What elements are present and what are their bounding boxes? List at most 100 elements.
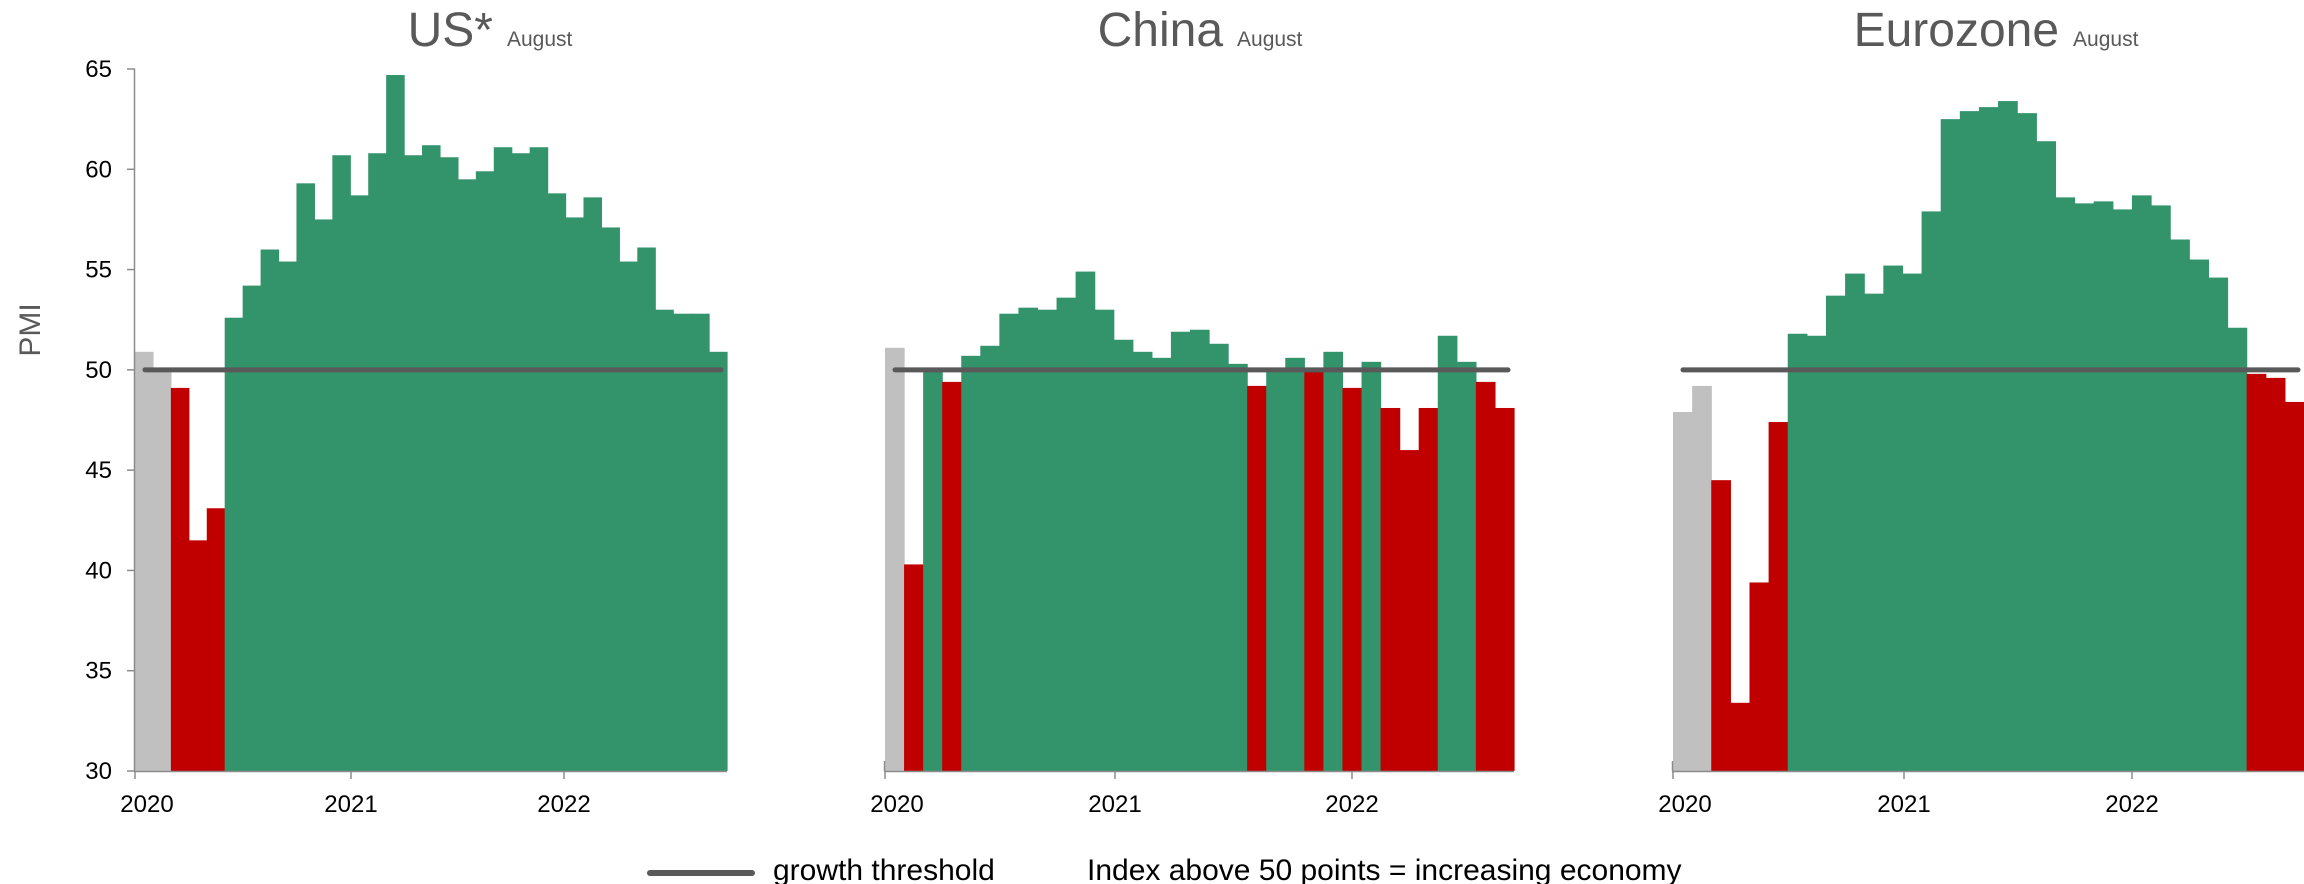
bar-1-33 bbox=[709, 351, 728, 771]
bar-1-4 bbox=[188, 540, 208, 771]
bar-1-6 bbox=[224, 317, 244, 771]
x-tick-label-1-2021: 2021 bbox=[324, 791, 377, 818]
bar-1-8 bbox=[260, 249, 280, 771]
bar-2-12 bbox=[1094, 309, 1115, 771]
bar-1-10 bbox=[296, 183, 315, 771]
bar-1-18 bbox=[439, 157, 459, 771]
y-tick-label-65: 65 bbox=[85, 56, 112, 83]
y-axis-label: PMI bbox=[14, 303, 47, 356]
bar-3-31 bbox=[2246, 373, 2267, 771]
y-tick-label-35: 35 bbox=[85, 658, 112, 685]
bar-1-12 bbox=[332, 155, 351, 771]
bar-1-17 bbox=[422, 145, 441, 772]
chart-panel-2: 2020 2021 2022 China August bbox=[870, 4, 1515, 818]
chart-title-text-2: China bbox=[1098, 4, 1224, 57]
bar-2-2 bbox=[904, 564, 924, 771]
bar-2-23 bbox=[1304, 371, 1324, 771]
bar-3-32 bbox=[2265, 377, 2286, 771]
bar-3-29 bbox=[2208, 277, 2229, 771]
bar-3-1 bbox=[1673, 411, 1693, 771]
bar-1-27 bbox=[601, 227, 620, 771]
bar-3-21 bbox=[2055, 197, 2076, 771]
bar-3-22 bbox=[2074, 203, 2095, 771]
bar-2-26 bbox=[1361, 361, 1382, 771]
bar-2-27 bbox=[1380, 407, 1401, 771]
bar-2-21 bbox=[1266, 369, 1286, 771]
x-tick-label-2-2020: 2020 bbox=[870, 791, 923, 818]
bar-2-28 bbox=[1399, 450, 1420, 771]
bar-1-5 bbox=[206, 508, 226, 771]
chart-subtitle-1: August bbox=[507, 28, 573, 51]
bar-2-13 bbox=[1113, 339, 1134, 771]
bar-1-1 bbox=[135, 351, 154, 771]
bar-3-33 bbox=[2284, 401, 2304, 771]
x-tick-label-2-2021: 2021 bbox=[1088, 791, 1141, 818]
bar-3-9 bbox=[1825, 295, 1846, 771]
chart-subtitle-2: August bbox=[1237, 28, 1303, 51]
bar-1-20 bbox=[475, 171, 495, 772]
bar-3-23 bbox=[2093, 201, 2114, 771]
bar-3-16 bbox=[1959, 111, 1980, 772]
bar-3-11 bbox=[1864, 293, 1884, 771]
bar-3-12 bbox=[1883, 265, 1904, 771]
bar-1-25 bbox=[565, 217, 585, 772]
bar-2-20 bbox=[1247, 385, 1267, 771]
bar-3-25 bbox=[2131, 195, 2152, 772]
bar-3-27 bbox=[2170, 239, 2190, 772]
x-tick-label-2-2022: 2022 bbox=[1325, 791, 1378, 818]
bar-2-11 bbox=[1075, 271, 1096, 771]
bar-1-29 bbox=[637, 247, 656, 771]
chart-title-1: US* August bbox=[408, 4, 573, 57]
bar-3-28 bbox=[2189, 259, 2209, 771]
y-tick-label-45: 45 bbox=[85, 457, 112, 484]
bar-1-15 bbox=[386, 75, 405, 771]
bar-2-25 bbox=[1342, 387, 1363, 771]
chart-title-3: Eurozone August bbox=[1854, 4, 2139, 57]
x-tick-label-3-2022: 2022 bbox=[2105, 791, 2158, 818]
bar-2-15 bbox=[1151, 357, 1172, 771]
bar-2-14 bbox=[1132, 351, 1153, 771]
bar-1-28 bbox=[619, 261, 638, 771]
bar-1-9 bbox=[278, 261, 298, 771]
x-tick-label-3-2021: 2021 bbox=[1877, 791, 1930, 818]
bar-1-13 bbox=[350, 195, 369, 772]
chart-title-text-3: Eurozone bbox=[1854, 4, 2059, 57]
bar-2-8 bbox=[1018, 307, 1039, 771]
bar-2-6 bbox=[980, 345, 1000, 771]
bar-1-31 bbox=[673, 313, 692, 771]
chart-subtitle-3: August bbox=[2073, 28, 2139, 51]
bar-1-3 bbox=[170, 387, 190, 771]
x-tick-label-3-2020: 2020 bbox=[1658, 791, 1711, 818]
bar-3-26 bbox=[2151, 205, 2171, 771]
y-tick-label-55: 55 bbox=[85, 257, 112, 284]
bar-3-13 bbox=[1902, 273, 1923, 771]
bar-2-19 bbox=[1228, 363, 1248, 771]
bar-3-20 bbox=[2036, 141, 2057, 771]
bar-3-30 bbox=[2227, 327, 2248, 771]
bar-2-32 bbox=[1475, 381, 1496, 771]
bar-1-21 bbox=[493, 147, 513, 772]
y-tick-label-50: 50 bbox=[85, 357, 112, 384]
bar-2-1 bbox=[885, 347, 905, 771]
bar-3-15 bbox=[1940, 119, 1961, 771]
bar-2-3 bbox=[923, 367, 943, 771]
bar-1-26 bbox=[583, 197, 603, 771]
bar-3-24 bbox=[2112, 209, 2133, 771]
bar-2-9 bbox=[1037, 309, 1058, 771]
bar-3-17 bbox=[1978, 107, 1999, 772]
bar-1-22 bbox=[511, 153, 531, 772]
bar-2-16 bbox=[1170, 331, 1191, 771]
y-tick-label-40: 40 bbox=[85, 557, 112, 584]
bar-2-30 bbox=[1437, 335, 1458, 771]
bar-2-33 bbox=[1494, 407, 1515, 771]
bar-1-32 bbox=[691, 313, 710, 771]
bar-1-30 bbox=[655, 309, 674, 771]
x-tick-label-1-2020: 2020 bbox=[120, 791, 173, 818]
bar-3-6 bbox=[1768, 422, 1789, 771]
bar-2-10 bbox=[1056, 297, 1077, 771]
chart-panel-3: 2020 2021 2022 Eurozone August bbox=[1658, 4, 2304, 818]
bar-2-31 bbox=[1456, 361, 1477, 771]
legend-line-label: growth threshold bbox=[773, 854, 995, 884]
bar-2-22 bbox=[1285, 357, 1305, 771]
